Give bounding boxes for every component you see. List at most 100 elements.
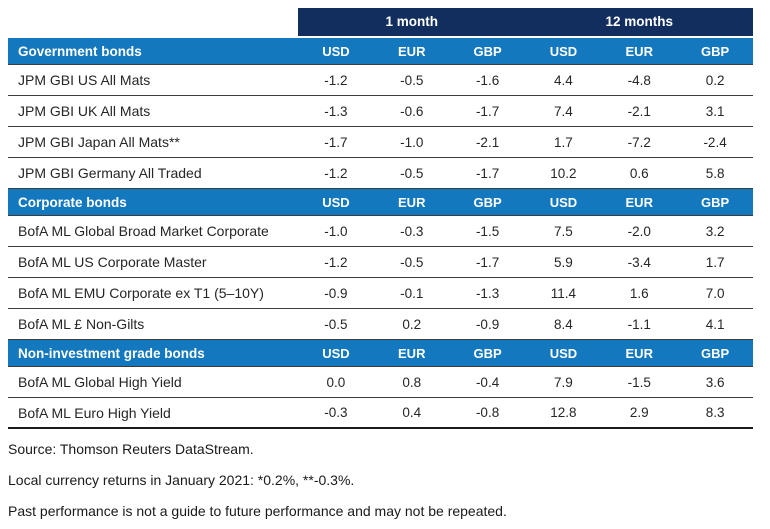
table-row: JPM GBI UK All Mats -1.3 -0.6 -1.7 7.4 -… [8, 96, 753, 127]
row-label: JPM GBI Germany All Traded [18, 165, 202, 181]
cell-value: 7.4 [554, 103, 573, 119]
table-row: JPM GBI Japan All Mats** -1.7 -1.0 -2.1 … [8, 127, 753, 158]
cell-value: -0.5 [400, 254, 424, 270]
row-label: BofA ML Global Broad Market Corporate [18, 223, 269, 239]
row-label: BofA ML EMU Corporate ex T1 (5–10Y) [18, 285, 264, 301]
column-header-eur-1m: EUR [398, 194, 426, 210]
cell-value: -1.0 [324, 223, 348, 239]
column-header-gbp-12m: GBP [700, 345, 730, 361]
column-header-usd-1m: USD [322, 345, 350, 361]
cell-value: 0.2 [402, 316, 422, 332]
cell-value: -1.2 [324, 72, 348, 88]
cell-value: 0.4 [402, 405, 422, 420]
cell-value: -1.7 [475, 254, 500, 270]
cell-value: 0.6 [629, 165, 649, 181]
column-header-gbp-12m: GBP [700, 43, 730, 59]
section-title: Government bonds [18, 43, 142, 59]
column-header-gbp-1m: GBP [473, 345, 502, 361]
period-header-row: 1 month 12 months [8, 8, 753, 36]
cell-value: 3.6 [705, 374, 725, 390]
cell-value: 0.8 [402, 374, 422, 390]
column-header-eur-1m: EUR [398, 43, 426, 59]
table-row: BofA ML EMU Corporate ex T1 (5–10Y) -0.9… [8, 278, 753, 309]
cell-value: -2.0 [627, 223, 651, 239]
row-label: BofA ML US Corporate Master [18, 254, 207, 270]
row-label: BofA ML £ Non-Gilts [18, 316, 145, 332]
table-row: JPM GBI Germany All Traded -1.2 -0.5 -1.… [8, 158, 753, 189]
table-row: JPM GBI US All Mats -1.2 -0.5 -1.6 4.4 -… [8, 65, 753, 96]
cell-value: 1.7 [705, 254, 725, 270]
cell-value: -3.4 [627, 254, 651, 270]
cell-value: 7.5 [554, 223, 573, 239]
column-header-eur-12m: EUR [625, 345, 653, 361]
cell-value: 1.6 [629, 285, 649, 301]
cell-value: 1.7 [554, 134, 573, 150]
table-row: BofA ML Global Broad Market Corporate -1… [8, 216, 753, 247]
cell-value: -0.6 [400, 103, 424, 119]
cell-value: -2.4 [703, 134, 727, 150]
cell-value: -0.8 [475, 405, 500, 420]
section-header-non-investment-grade-bonds: Non-investment grade bonds USD EUR GBP U… [8, 340, 753, 367]
cell-value: 0.2 [705, 72, 725, 88]
table-row: BofA ML Global High Yield 0.0 0.8 -0.4 7… [8, 367, 753, 398]
cell-value: 3.2 [705, 223, 725, 239]
column-header-gbp-1m: GBP [473, 43, 502, 59]
cell-value: 12.8 [550, 405, 577, 420]
column-header-usd-1m: USD [322, 194, 350, 210]
column-header-gbp-12m: GBP [700, 194, 730, 210]
cell-value: 5.9 [554, 254, 573, 270]
cell-value: -0.3 [400, 223, 424, 239]
cell-value: -0.1 [400, 285, 424, 301]
row-label: BofA ML Global High Yield [18, 374, 182, 390]
source-note: Source: Thomson Reuters DataStream. [8, 441, 254, 457]
cell-value: 5.8 [705, 165, 725, 181]
table-row: BofA ML Euro High Yield -0.3 0.4 -0.8 12… [8, 398, 753, 429]
cell-value: -2.1 [627, 103, 651, 119]
cell-value: 4.4 [554, 72, 573, 88]
cell-value: 10.2 [550, 165, 577, 181]
cell-value: -0.9 [475, 316, 500, 332]
cell-value: -0.4 [475, 374, 500, 390]
column-header-usd-12m: USD [549, 194, 578, 210]
row-label: BofA ML Euro High Yield [18, 404, 171, 421]
cell-value: -4.8 [627, 72, 651, 88]
cell-value: 2.9 [629, 405, 649, 420]
cell-value: -0.5 [324, 316, 348, 332]
footnotes: Source: Thomson Reuters DataStream. Loca… [8, 441, 770, 520]
cell-value: 3.1 [705, 103, 725, 119]
section-header-government-bonds: Government bonds USD EUR GBP USD EUR GBP [8, 38, 753, 65]
cell-value: -1.7 [475, 103, 500, 119]
cell-value: -0.5 [400, 165, 424, 181]
column-header-usd-12m: USD [549, 345, 578, 361]
cell-value: 0.0 [326, 374, 346, 390]
column-header-eur-1m: EUR [398, 345, 426, 361]
section-header-corporate-bonds: Corporate bonds USD EUR GBP USD EUR GBP [8, 189, 753, 216]
cell-value: 8.4 [554, 316, 573, 332]
cell-value: 8.3 [705, 405, 725, 420]
past-performance-note: Past performance is not a guide to futur… [8, 503, 507, 519]
cell-value: 4.1 [705, 316, 725, 332]
cell-value: -1.1 [627, 316, 651, 332]
cell-value: -1.6 [475, 72, 500, 88]
cell-value: -1.0 [400, 134, 424, 150]
cell-value: -1.2 [324, 165, 348, 181]
cell-value: 11.4 [550, 285, 577, 301]
bond-returns-table: 1 month 12 months Government bonds USD E… [8, 8, 753, 429]
cell-value: -0.5 [400, 72, 424, 88]
period-header-12-months: 12 months [525, 8, 753, 36]
column-header-usd-1m: USD [322, 43, 350, 59]
cell-value: -1.5 [475, 223, 500, 239]
period-header-1-month: 1 month [298, 8, 526, 36]
cell-value: -1.7 [475, 165, 500, 181]
cell-value: -0.3 [324, 405, 348, 420]
cell-value: 7.0 [705, 285, 725, 301]
cell-value: -1.2 [324, 254, 348, 270]
cell-value: -1.7 [324, 134, 348, 150]
cell-value: 7.9 [554, 374, 573, 390]
column-header-eur-12m: EUR [625, 43, 653, 59]
table-row: BofA ML US Corporate Master -1.2 -0.5 -1… [8, 247, 753, 278]
cell-value: -7.2 [627, 134, 651, 150]
table-row: BofA ML £ Non-Gilts -0.5 0.2 -0.9 8.4 -1… [8, 309, 753, 340]
section-title: Corporate bonds [18, 194, 127, 210]
column-header-eur-12m: EUR [625, 194, 653, 210]
